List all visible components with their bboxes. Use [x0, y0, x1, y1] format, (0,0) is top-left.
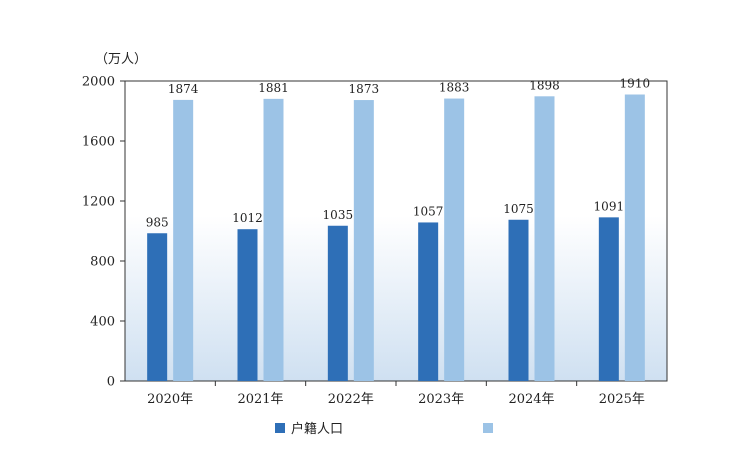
x-tick-label-3: 2023年 [418, 392, 464, 407]
bar-series-1-5 [598, 217, 619, 381]
y-tick-label-2: 800 [90, 255, 115, 270]
data-label-series-1-4: 1075 [503, 202, 534, 216]
data-label-series-1-0: 985 [146, 215, 169, 229]
y-tick-label-0: 0 [107, 375, 115, 390]
bar-series-2-0 [173, 99, 194, 382]
x-tick-label-5: 2025年 [599, 392, 645, 407]
data-label-series-2-5: 1910 [620, 77, 651, 91]
legend-item-series-1: 户籍人口 [275, 418, 343, 437]
data-label-series-2-3: 1883 [439, 81, 470, 95]
x-tick-label-0: 2020年 [147, 392, 193, 407]
plot-area [124, 80, 668, 382]
y-tick-label-5: 2000 [82, 75, 115, 90]
x-tick-label-4: 2024年 [508, 392, 554, 407]
data-label-series-1-1: 1012 [232, 211, 263, 225]
legend: 户籍人口 [275, 418, 499, 437]
bar-series-2-5 [624, 94, 645, 381]
y-axis-unit-label: （万人） [95, 52, 148, 67]
bar-series-1-0 [147, 233, 168, 381]
y-tick-label-3: 1200 [82, 195, 115, 210]
data-label-series-2-2: 1873 [349, 82, 380, 96]
y-tick-label-1: 400 [90, 315, 115, 330]
data-label-series-1-5: 1091 [594, 199, 625, 213]
bar-series-1-1 [237, 229, 258, 381]
bar-series-2-1 [263, 98, 284, 381]
data-label-series-1-3: 1057 [413, 204, 444, 218]
data-label-series-2-1: 1881 [258, 81, 289, 95]
bar-series-2-4 [534, 96, 555, 382]
bar-series-1-4 [508, 219, 529, 381]
bar-series-1-3 [418, 222, 439, 381]
legend-swatch-series-1 [275, 422, 285, 433]
data-label-series-2-4: 1898 [529, 78, 560, 92]
x-tick-label-1: 2021年 [237, 392, 283, 407]
data-label-series-1-2: 1035 [323, 208, 354, 222]
legend-item-series-2 [483, 418, 499, 437]
bar-series-2-3 [444, 98, 465, 382]
legend-swatch-series-2 [483, 422, 494, 433]
y-tick-label-4: 1600 [82, 135, 115, 150]
x-tick-label-2: 2022年 [328, 392, 374, 407]
bar-series-2-2 [353, 100, 374, 382]
bar-series-1-2 [327, 225, 348, 381]
legend-label-series-1: 户籍人口 [291, 422, 344, 437]
data-label-series-2-0: 1874 [168, 82, 199, 96]
